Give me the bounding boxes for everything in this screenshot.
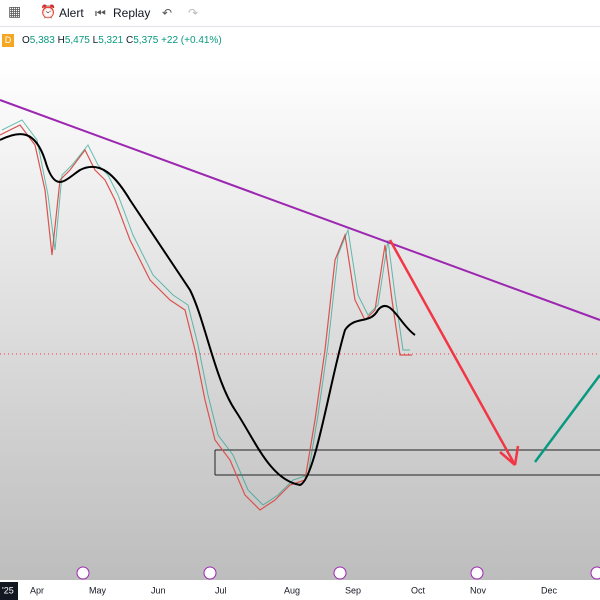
trendline <box>0 99 600 321</box>
x-tick-label: '25 <box>2 585 14 595</box>
x-tick-label: Nov <box>470 585 487 595</box>
down-arrow <box>388 239 520 466</box>
event[interactable] <box>76 566 90 580</box>
x-tick-label: Sep <box>345 585 361 595</box>
close-label: C <box>126 35 134 46</box>
moving-average <box>0 133 416 487</box>
ohlc: O5,383 H5,475 L5,321 C5,375 +22 (+0.41%) <box>22 35 222 46</box>
x-tick-label: May <box>89 585 107 595</box>
axis-bg <box>0 580 600 600</box>
event[interactable] <box>590 566 600 580</box>
x-tick-label: Jul <box>215 585 227 595</box>
layout-icon[interactable]: ▦ <box>8 3 22 19</box>
up-line <box>533 374 600 463</box>
x-tick-label: Oct <box>411 585 426 595</box>
alert-button[interactable]: Alert <box>59 6 84 20</box>
x-tick-label: Aug <box>284 585 300 595</box>
event[interactable] <box>470 566 484 580</box>
open-value: 5,383 <box>29 35 55 46</box>
low-label: L <box>92 35 99 46</box>
crosshair-label-bg <box>0 582 18 600</box>
event[interactable] <box>203 566 217 580</box>
chart: '25 Apr May Jun Jul Aug Sep Oct Nov Dec <box>0 60 600 600</box>
redo[interactable]: ↷ <box>188 6 199 20</box>
x-tick-label: Dec <box>541 585 558 595</box>
high-label: H <box>57 35 65 46</box>
price-series-up <box>1 119 410 506</box>
undo[interactable]: ↶ <box>162 6 173 20</box>
alert-icon[interactable]: ⏰ <box>40 4 57 19</box>
plot-bg <box>0 60 600 580</box>
x-tick-label: Apr <box>30 585 44 595</box>
low-value: 5,321 <box>98 35 124 46</box>
close-value: 5,375 <box>133 35 159 46</box>
open-label: O <box>22 35 30 46</box>
x-tick-label: Jun <box>151 585 166 595</box>
toolbar: ▦ ⏰ Alert ⏮ Replay ↶ ↷ <box>0 0 600 27</box>
replay-icon[interactable]: ⏮ <box>95 6 106 20</box>
event-icons <box>76 566 600 580</box>
interval: D <box>2 34 14 47</box>
high-value: 5,475 <box>64 35 90 46</box>
replay-button[interactable]: Replay <box>113 6 151 20</box>
change: +22 (+0.41%) <box>161 35 222 46</box>
event[interactable] <box>333 566 347 580</box>
price-series <box>0 124 412 511</box>
